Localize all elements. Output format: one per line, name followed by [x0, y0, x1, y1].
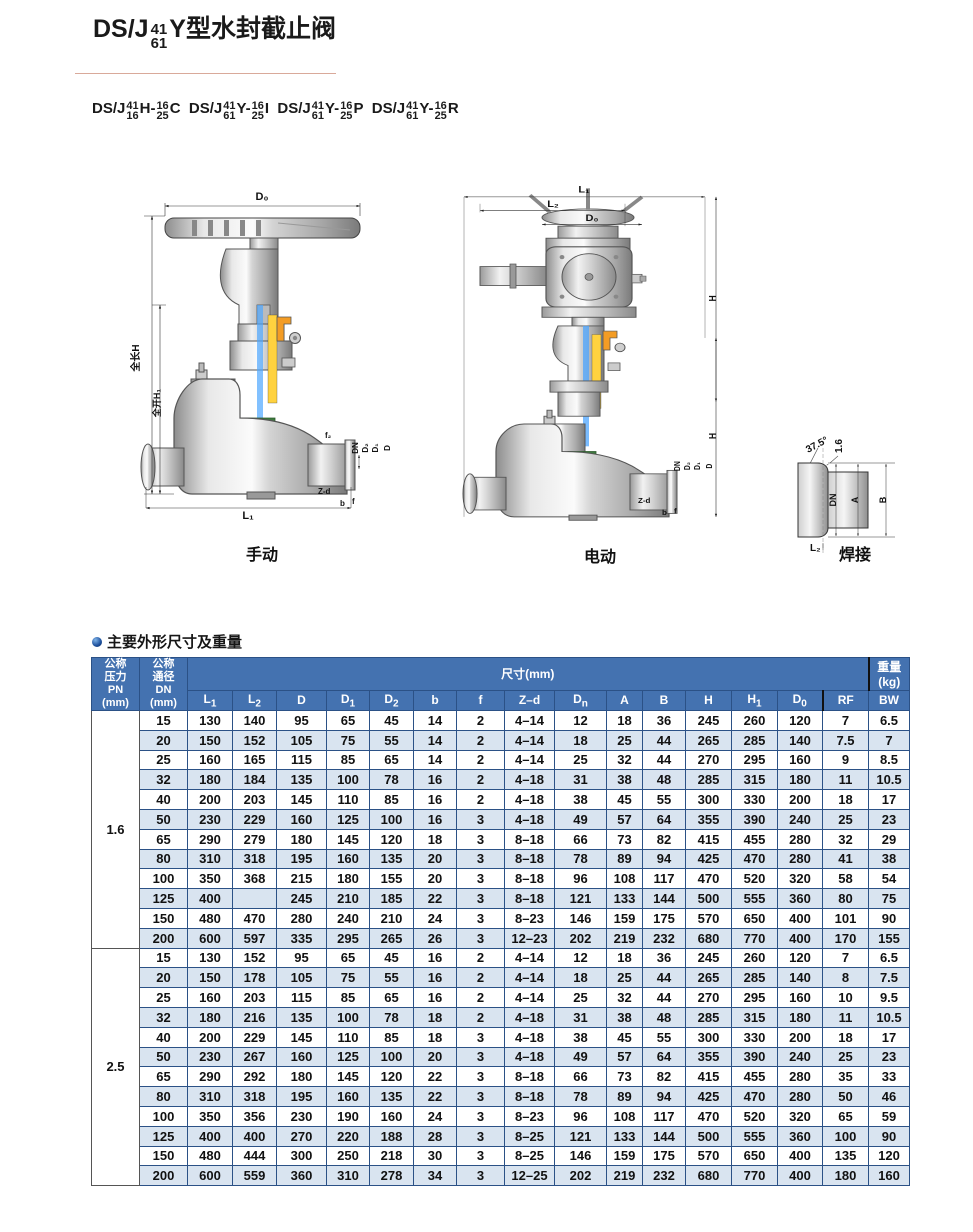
svg-text:b: b [340, 499, 345, 508]
svg-text:D₁: D₁ [371, 443, 380, 453]
svg-text:Z-d: Z-d [318, 487, 331, 496]
svg-text:f: f [352, 497, 355, 506]
svg-text:D: D [704, 463, 714, 469]
svg-text:DN: DN [672, 461, 682, 471]
svg-text:全长H: 全长H [130, 344, 142, 372]
svg-text:D₂: D₂ [682, 462, 692, 470]
svg-text:全开H₁: 全开H₁ [151, 389, 162, 418]
svg-text:D₀: D₀ [256, 191, 269, 203]
svg-text:DN: DN [828, 494, 838, 507]
svg-text:DN: DN [351, 442, 360, 454]
svg-text:手动: 手动 [246, 545, 278, 564]
svg-text:B: B [878, 496, 888, 503]
svg-text:b: b [662, 509, 667, 517]
svg-text:37.5°: 37.5° [804, 435, 830, 456]
svg-text:D₀: D₀ [586, 214, 599, 224]
svg-text:f₂: f₂ [325, 431, 332, 440]
svg-text:1.6: 1.6 [834, 439, 845, 453]
svg-text:焊接: 焊接 [839, 545, 871, 564]
svg-text:Z-d: Z-d [638, 497, 651, 505]
svg-text:D₁: D₁ [692, 462, 702, 470]
svg-text:D: D [383, 445, 392, 451]
svg-text:L₂: L₂ [810, 543, 821, 554]
svg-text:D₂: D₂ [361, 443, 370, 453]
svg-text:L₁: L₁ [578, 185, 589, 195]
svg-text:H: H [707, 433, 718, 439]
svg-text:H: H [707, 295, 718, 301]
svg-text:L₁: L₁ [242, 510, 254, 522]
svg-text:A: A [850, 496, 860, 503]
svg-text:L₂: L₂ [547, 200, 559, 210]
